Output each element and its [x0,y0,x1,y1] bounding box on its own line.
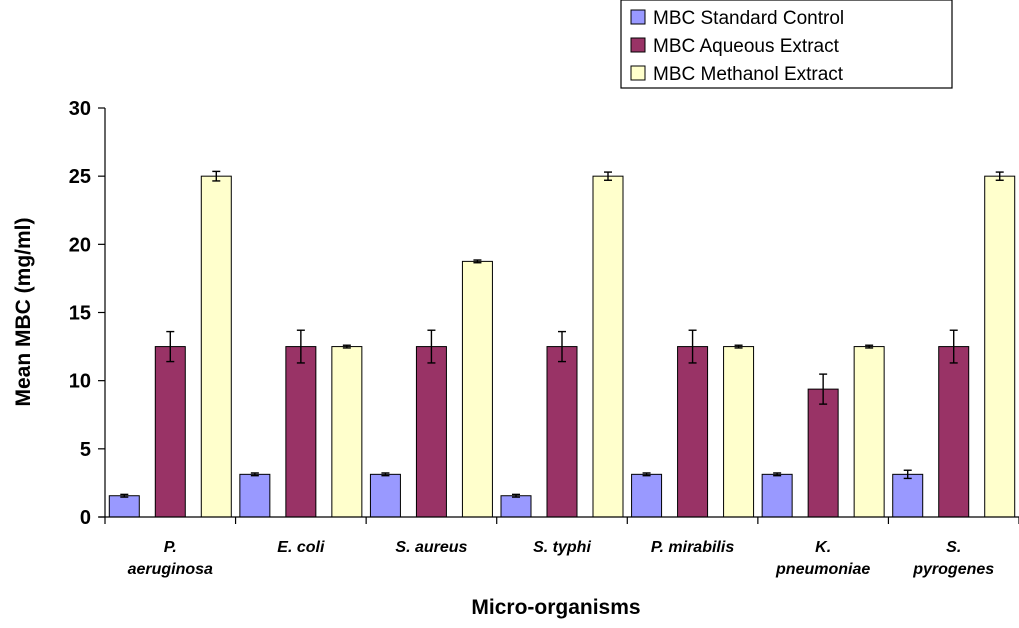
legend-swatch [630,9,646,25]
error-bar [512,493,520,498]
bar-1-6 [761,473,793,518]
legend-label: MBC Aqueous Extract [653,36,840,57]
x-category-label-line: pyrogenes [912,561,994,578]
error-bar [688,329,697,364]
legend-label: MBC Methanol Extract [653,64,844,85]
error-bar [473,259,482,264]
error-bar [903,469,912,480]
bar-3-3 [461,260,493,518]
x-category-labels: P. aeruginosa E. coli S. aureus S. typhi P. m… [104,517,1019,578]
error-bar [166,330,175,363]
y-tick-label: 20 [69,234,91,256]
legend-box [620,0,953,89]
bar-1-2 [239,473,271,518]
x-category-label: P. aeruginosa [128,539,213,578]
bar-3-1 [200,175,232,518]
bars-layer [108,175,1016,518]
bar-2-6 [807,388,839,518]
y-axis-title: Mean MBC (mg/ml) [12,218,35,407]
bar-2-4 [546,346,578,518]
error-bar [381,472,390,477]
error-bar [212,170,221,182]
y-ticks: 0 5 10 15 20 25 30 [69,98,105,529]
x-category-label-line: P. [164,539,177,556]
error-bar [342,344,351,349]
error-bar [865,344,874,349]
error-bar [427,329,436,364]
error-bar [120,493,129,498]
x-category-label: S. typhi [533,539,591,556]
legend: MBC Standard Control MBC Aqueous Extract M… [620,0,953,89]
x-category-label-line: S. typhi [533,539,591,556]
x-category-label-line: P. mirabilis [651,539,734,556]
error-bars-layer [120,170,1004,498]
y-tick-label: 5 [80,439,91,461]
error-bar [819,373,828,405]
x-category-label: P. mirabilis [651,539,734,556]
bar-3-6 [853,346,885,518]
x-category-label: K. pneumoniae [775,539,870,578]
error-bar [773,472,782,477]
bar-3-2 [331,346,363,518]
bar-3-5 [723,346,755,518]
bar-2-1 [154,346,186,518]
x-category-label: S. aureus [395,539,467,556]
error-bar [995,171,1004,181]
bar-3-7 [984,175,1016,518]
y-tick-label: 0 [80,507,91,529]
x-axis-title: Micro-organisms [471,596,640,619]
error-bar [250,472,259,477]
bar-2-7 [938,346,970,518]
bar-2-5 [677,346,709,518]
bar-1-1 [108,495,140,518]
x-category-label: E. coli [277,539,325,556]
legend-label: MBC Standard Control [653,8,844,29]
x-category-label-line: S. aureus [395,539,467,556]
error-bar [558,330,566,363]
x-category-label-line: pneumoniae [775,561,870,578]
bar-3-4 [592,175,624,518]
error-bar [949,329,958,364]
error-bar [734,344,743,349]
y-tick-label: 25 [69,166,91,188]
x-category-label-line: K. [815,539,831,556]
bar-2-2 [285,346,317,518]
bar-2-3 [415,346,447,518]
bar-1-5 [631,473,663,518]
error-bar [296,329,305,364]
x-category-label-line: S. [946,539,961,556]
error-bar [642,472,651,477]
y-tick-label: 15 [69,303,91,325]
legend-swatch [630,37,646,53]
y-tick-label: 10 [69,371,91,393]
x-category-label: S. pyrogenes [912,539,994,578]
bar-1-4 [500,495,532,518]
bar-1-7 [892,473,924,518]
x-category-label-line: aeruginosa [128,561,213,578]
bar-1-3 [369,473,401,518]
y-tick-label: 30 [69,98,91,120]
legend-swatch [630,65,646,81]
error-bar [604,171,612,181]
x-category-label-line: E. coli [277,539,325,556]
